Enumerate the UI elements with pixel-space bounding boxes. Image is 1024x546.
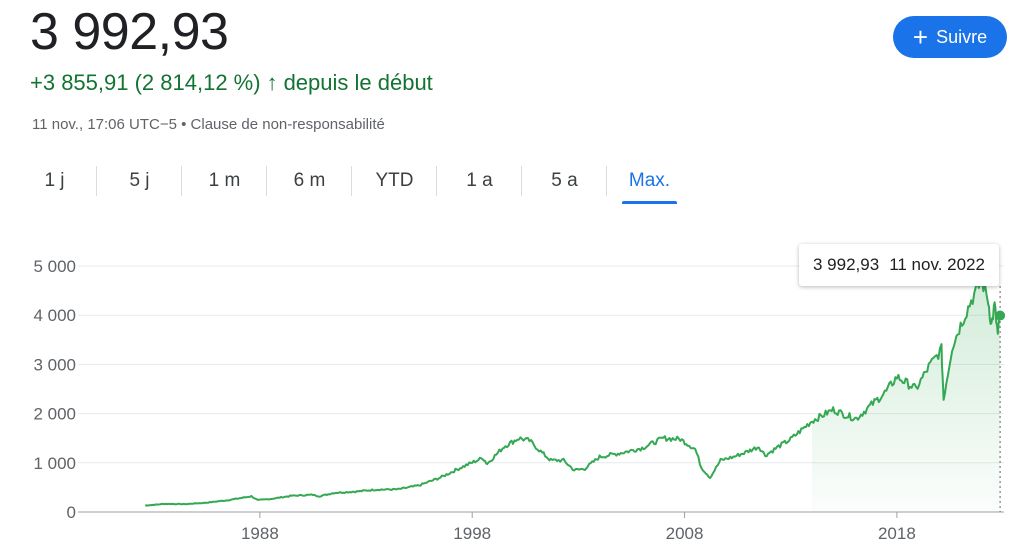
- tab-label: YTD: [375, 170, 414, 191]
- tab-6m[interactable]: 6 m: [267, 160, 352, 202]
- y-tick-label: 3 000: [33, 355, 76, 374]
- tab-1y[interactable]: 1 a: [437, 160, 522, 202]
- x-tick-label: 2008: [666, 524, 704, 543]
- x-tick-label: 2018: [878, 524, 916, 543]
- price-line: [145, 277, 1002, 507]
- y-tick-label: 1 000: [33, 454, 76, 473]
- tooltip-date: 11 nov. 2022: [889, 255, 985, 274]
- tab-label: 5 a: [551, 170, 578, 191]
- price-change: +3 855,91 (2 814,12 %) ↑ depuis le début: [30, 70, 433, 96]
- tab-label: 1 m: [208, 170, 241, 191]
- follow-label: Suivre: [936, 26, 988, 47]
- range-tabs: 1 j 5 j 1 m 6 m YTD 1 a 5 a Max.: [12, 160, 692, 204]
- tab-5d[interactable]: 5 j: [97, 160, 182, 202]
- tooltip-value: 3 992,93: [813, 255, 880, 274]
- plus-icon: +: [912, 22, 929, 52]
- area-fill: [811, 278, 1001, 512]
- y-tick-label: 0: [67, 503, 76, 522]
- tab-1d[interactable]: 1 j: [12, 160, 97, 202]
- timestamp-disclaimer[interactable]: 11 nov., 17:06 UTC−5 • Clause de non-res…: [32, 116, 385, 133]
- tab-max[interactable]: Max.: [607, 160, 692, 204]
- tab-label: Max.: [628, 170, 671, 191]
- tab-ytd[interactable]: YTD: [352, 160, 437, 202]
- y-tick-label: 2 000: [33, 405, 76, 424]
- tab-1m[interactable]: 1 m: [182, 160, 267, 202]
- current-price: 3 992,93: [30, 3, 229, 61]
- change-suffix: depuis le début: [283, 70, 433, 95]
- tab-5y[interactable]: 5 a: [522, 160, 607, 202]
- follow-button[interactable]: + Suivre: [893, 16, 1007, 58]
- y-tick-label: 5 000: [33, 257, 76, 276]
- arrow-up-icon: ↑: [266, 70, 278, 95]
- current-point: [995, 310, 1006, 321]
- x-tick-label: 1988: [241, 524, 279, 543]
- y-tick-label: 4 000: [33, 306, 76, 325]
- change-value: +3 855,91 (2 814,12 %): [30, 70, 261, 95]
- tab-label: 6 m: [293, 170, 326, 191]
- tab-label: 1 a: [466, 170, 493, 191]
- tab-label: 1 j: [44, 170, 65, 191]
- tab-label: 5 j: [129, 170, 150, 191]
- chart-tooltip: 3 992,93 11 nov. 2022: [799, 244, 999, 286]
- x-tick-label: 1998: [453, 524, 491, 543]
